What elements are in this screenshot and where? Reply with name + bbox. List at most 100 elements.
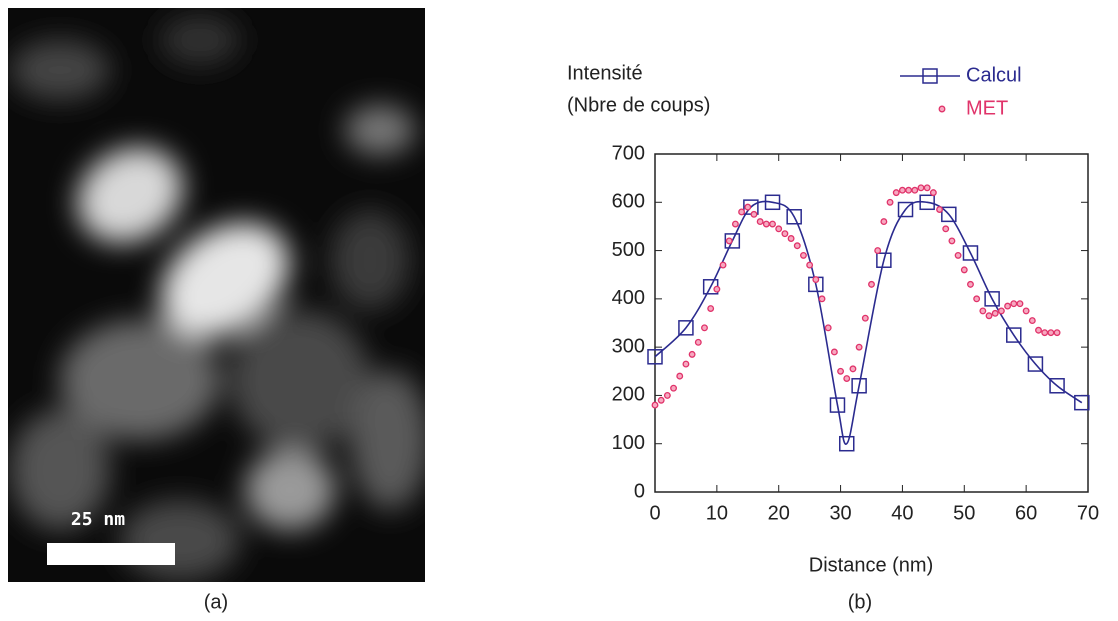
marker	[657, 396, 665, 404]
marker	[1016, 300, 1024, 308]
marker	[764, 194, 781, 211]
x-tick-label: 50	[953, 502, 975, 524]
marker	[1053, 329, 1061, 337]
y-axis-label: (Nbre de coups)	[567, 94, 710, 116]
marker	[744, 203, 752, 211]
marker	[806, 261, 814, 269]
marker	[876, 252, 892, 268]
marker	[781, 230, 789, 238]
marker	[886, 198, 894, 206]
marker	[1004, 302, 1012, 310]
caption: (a)	[204, 591, 228, 613]
marker	[775, 225, 783, 233]
marker	[962, 245, 979, 261]
marker	[973, 295, 981, 303]
marker	[731, 220, 739, 228]
micrograph: 25 nm	[8, 8, 425, 582]
marker	[1022, 307, 1030, 315]
marker	[839, 435, 855, 452]
x-tick-label: 0	[649, 502, 660, 524]
marker	[1010, 300, 1018, 308]
marker	[1028, 317, 1036, 325]
marker	[786, 209, 802, 225]
marker	[1035, 326, 1042, 334]
marker	[917, 184, 925, 192]
marker	[919, 194, 935, 211]
marker	[812, 276, 820, 283]
x-tick-label: 40	[891, 502, 913, 524]
marker	[954, 251, 962, 259]
marker	[979, 307, 987, 315]
marker	[892, 189, 900, 197]
marker	[1074, 394, 1090, 411]
marker	[800, 251, 807, 259]
marker	[750, 210, 758, 218]
marker	[984, 291, 1000, 307]
marker	[663, 391, 671, 399]
marker	[829, 397, 846, 413]
marker	[849, 365, 857, 373]
marker	[936, 206, 943, 213]
marker	[830, 348, 838, 356]
marker	[824, 324, 832, 332]
scale-bar	[47, 543, 175, 565]
x-tick-label: 70	[1077, 502, 1099, 524]
y-tick-label: 200	[612, 384, 645, 406]
legend-marker	[922, 68, 938, 84]
marker	[769, 220, 776, 228]
marker	[676, 372, 684, 380]
marker	[868, 280, 875, 288]
marker	[719, 261, 727, 269]
marker	[855, 343, 863, 351]
marker	[738, 208, 746, 216]
marker	[688, 350, 696, 358]
marker	[694, 338, 702, 346]
marker	[787, 235, 795, 242]
marker	[1006, 327, 1022, 343]
plot-frame	[654, 153, 1089, 493]
marker	[843, 375, 851, 382]
marker	[948, 237, 956, 245]
marker	[651, 401, 659, 409]
marker	[707, 305, 715, 312]
legend-label: Calcul	[966, 64, 1022, 86]
marker	[1027, 356, 1044, 372]
marker	[985, 312, 993, 320]
marker	[756, 218, 764, 226]
marker	[678, 320, 694, 336]
y-tick-label: 400	[612, 287, 645, 309]
x-tick-label: 20	[768, 502, 790, 524]
x-axis-label: Distance (nm)	[809, 554, 933, 576]
caption: (b)	[848, 591, 872, 613]
marker	[942, 225, 950, 233]
marker	[898, 186, 906, 194]
marker	[762, 220, 770, 228]
marker	[967, 280, 974, 288]
scale-label: 25 nm	[71, 509, 125, 530]
marker	[1041, 329, 1049, 337]
marker	[724, 233, 741, 249]
marker	[941, 206, 957, 223]
marker	[793, 242, 801, 250]
marker	[1047, 329, 1055, 337]
marker	[897, 201, 914, 218]
legend-marker	[938, 105, 946, 113]
marker	[682, 360, 690, 368]
y-tick-label: 500	[612, 239, 645, 261]
x-tick-label: 30	[829, 502, 851, 524]
marker	[713, 285, 721, 293]
marker	[911, 186, 919, 194]
y-tick-label: 0	[634, 480, 645, 502]
marker	[905, 186, 913, 194]
legend-label: MET	[966, 97, 1008, 119]
marker	[670, 384, 678, 392]
marker	[1049, 378, 1065, 394]
marker	[880, 218, 888, 226]
marker	[851, 378, 867, 394]
marker	[991, 309, 999, 317]
marker	[923, 184, 931, 192]
series-line	[654, 200, 1083, 445]
y-tick-label: 700	[612, 142, 645, 164]
y-tick-label: 100	[612, 432, 645, 454]
